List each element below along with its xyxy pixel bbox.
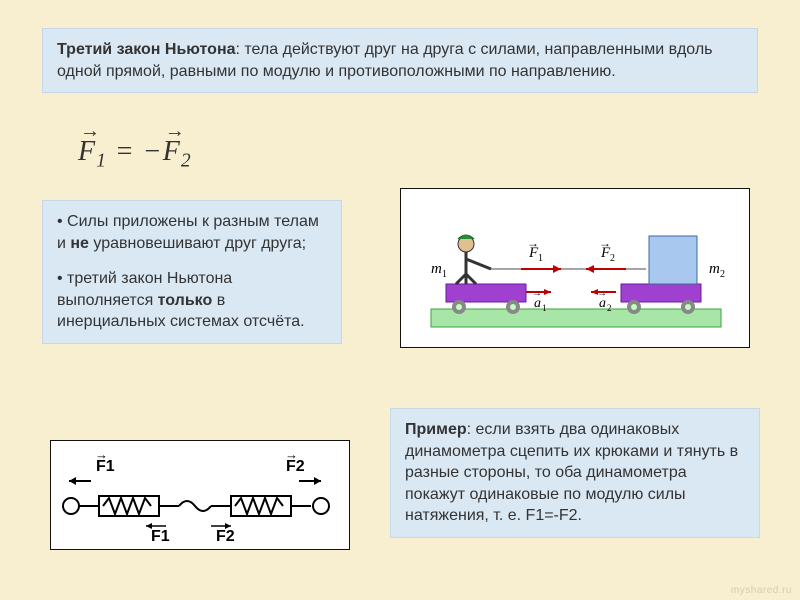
carts-diagram: m 1 m 2 F 1 → F 2 → a 1 → a 2 → (400, 188, 750, 348)
svg-text:1: 1 (538, 253, 543, 264)
svg-text:→: → (599, 236, 611, 250)
watermark: myshared.ru (731, 585, 792, 596)
svg-text:→: → (95, 447, 108, 462)
notes-box: • Силы приложены к разным телам и не ура… (42, 200, 342, 344)
svg-text:F2: F2 (216, 528, 235, 545)
svg-text:→: → (527, 236, 539, 250)
svg-text:F1: F1 (151, 528, 170, 545)
svg-text:1: 1 (442, 269, 447, 280)
law-title: Третий закон Ньютона (57, 41, 236, 58)
svg-text:→: → (285, 447, 298, 462)
law-definition-box: Третий закон Ньютона: тела действуют дру… (42, 28, 758, 93)
svg-text:2: 2 (610, 253, 615, 264)
svg-text:1: 1 (542, 303, 547, 313)
example-box: Пример: если взять два одинаковых динамо… (390, 408, 760, 538)
svg-text:2: 2 (607, 303, 612, 313)
note-1: • Силы приложены к разным телам и не ура… (57, 211, 327, 254)
svg-text:→: → (597, 288, 607, 299)
svg-text:m: m (709, 261, 720, 277)
formula-vector-equation: F1 = −F2 (78, 136, 192, 173)
svg-text:m: m (431, 261, 442, 277)
svg-text:2: 2 (720, 269, 725, 280)
note-2: • третий закон Ньютона выполняется тольк… (57, 268, 327, 333)
example-title: Пример (405, 421, 467, 438)
svg-text:→: → (532, 288, 542, 299)
dynamometers-diagram: F1 → F2 → F1 F2 (50, 440, 350, 550)
